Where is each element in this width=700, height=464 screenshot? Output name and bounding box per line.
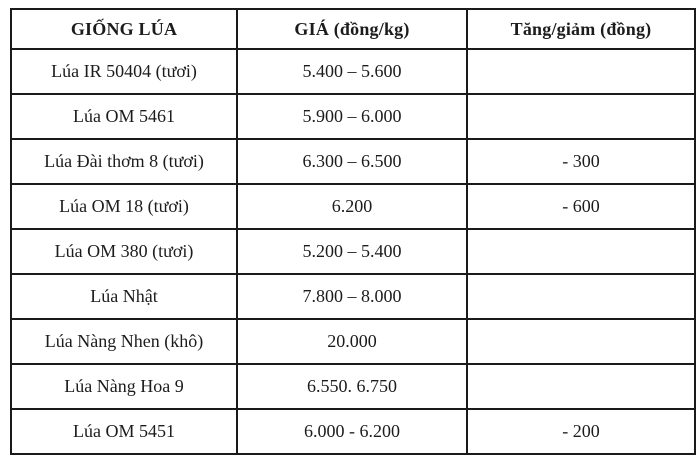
variety-cell: Lúa OM 5451 (10, 408, 238, 455)
change-cell (466, 363, 696, 410)
header-row: GIỐNG LÚA GIÁ (đồng/kg) Tăng/giảm (đồng) (10, 8, 696, 50)
price-cell: 6.300 – 6.500 (236, 138, 468, 185)
price-cell: 6.550. 6.750 (236, 363, 468, 410)
variety-cell: Lúa Nàng Nhen (khô) (10, 318, 238, 365)
change-cell (466, 318, 696, 365)
price-cell: 6.000 - 6.200 (236, 408, 468, 455)
change-cell: - 300 (466, 138, 696, 185)
change-cell: - 200 (466, 408, 696, 455)
column-header-change: Tăng/giảm (đồng) (466, 8, 696, 50)
change-cell (466, 48, 696, 95)
rice-price-table: GIỐNG LÚA GIÁ (đồng/kg) Tăng/giảm (đồng)… (10, 8, 696, 455)
table-row: Lúa OM 5461 5.900 – 6.000 (10, 93, 696, 140)
variety-cell: Lúa OM 380 (tươi) (10, 228, 238, 275)
price-cell: 20.000 (236, 318, 468, 365)
table-row: Lúa IR 50404 (tươi) 5.400 – 5.600 (10, 48, 696, 95)
variety-cell: Lúa OM 18 (tươi) (10, 183, 238, 230)
column-header-price: GIÁ (đồng/kg) (236, 8, 468, 50)
column-header-variety: GIỐNG LÚA (10, 8, 238, 50)
price-cell: 5.400 – 5.600 (236, 48, 468, 95)
table-row: Lúa OM 380 (tươi) 5.200 – 5.400 (10, 228, 696, 275)
table-row: Lúa Nàng Nhen (khô) 20.000 (10, 318, 696, 365)
table-row: Lúa Đài thơm 8 (tươi) 6.300 – 6.500 - 30… (10, 138, 696, 185)
variety-cell: Lúa Nàng Hoa 9 (10, 363, 238, 410)
table-row: Lúa Nhật 7.800 – 8.000 (10, 273, 696, 320)
table-row: Lúa OM 5451 6.000 - 6.200 - 200 (10, 408, 696, 455)
variety-cell: Lúa Đài thơm 8 (tươi) (10, 138, 238, 185)
change-cell: - 600 (466, 183, 696, 230)
price-cell: 5.900 – 6.000 (236, 93, 468, 140)
variety-cell: Lúa Nhật (10, 273, 238, 320)
table-row: Lúa Nàng Hoa 9 6.550. 6.750 (10, 363, 696, 410)
table-row: Lúa OM 18 (tươi) 6.200 - 600 (10, 183, 696, 230)
price-cell: 5.200 – 5.400 (236, 228, 468, 275)
change-cell (466, 228, 696, 275)
price-cell: 7.800 – 8.000 (236, 273, 468, 320)
change-cell (466, 273, 696, 320)
variety-cell: Lúa IR 50404 (tươi) (10, 48, 238, 95)
variety-cell: Lúa OM 5461 (10, 93, 238, 140)
change-cell (466, 93, 696, 140)
price-cell: 6.200 (236, 183, 468, 230)
